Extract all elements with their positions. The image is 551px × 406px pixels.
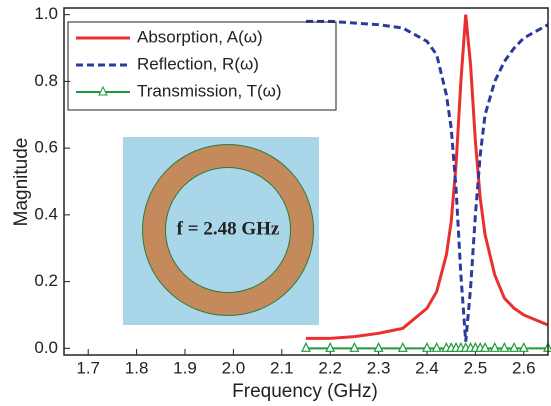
x-tick-label: 1.7 (76, 358, 100, 377)
series-line (306, 19, 549, 342)
x-tick-label: 2.4 (415, 358, 439, 377)
x-tick-label: 2.3 (367, 358, 391, 377)
x-tick-label: 1.8 (125, 358, 149, 377)
legend-label: Reflection, R(ω) (137, 54, 259, 73)
marker (518, 341, 529, 352)
y-tick-label: 1.0 (34, 4, 58, 23)
y-axis-title: Magnitude (11, 138, 32, 227)
y-tick-label: 0.2 (34, 271, 58, 290)
legend-label: Absorption, A(ω) (137, 27, 263, 46)
y-tick-label: 0.0 (34, 338, 58, 357)
series-line (306, 14, 549, 340)
legend-box (67, 21, 337, 111)
x-axis-title: Frequency (GHz) (232, 381, 378, 402)
legend-marker (98, 85, 108, 96)
marker (480, 341, 491, 352)
x-tick-label: 2.1 (270, 358, 294, 377)
marker (301, 341, 311, 352)
marker (325, 341, 336, 352)
y-tick-label: 0.4 (34, 204, 58, 223)
legend-label: Transmission, T(ω) (137, 81, 282, 100)
y-tick-label: 0.8 (34, 71, 58, 90)
y-tick-label: 0.6 (34, 138, 58, 157)
marker (422, 341, 432, 352)
marker (373, 341, 384, 352)
annotation: f = 2.48 GHz (177, 218, 280, 239)
x-tick-label: 2.0 (222, 358, 246, 377)
x-tick-label: 2.5 (464, 358, 488, 377)
marker (349, 341, 360, 352)
marker (431, 341, 442, 352)
marker (397, 341, 408, 352)
plot-frame (63, 7, 549, 356)
x-tick-label: 2.2 (318, 358, 342, 377)
x-tick-label: 2.6 (512, 358, 536, 377)
marker (499, 341, 510, 352)
marker (509, 341, 520, 352)
marker (489, 341, 500, 352)
x-tick-label: 1.9 (173, 358, 197, 377)
ring (143, 145, 313, 315)
